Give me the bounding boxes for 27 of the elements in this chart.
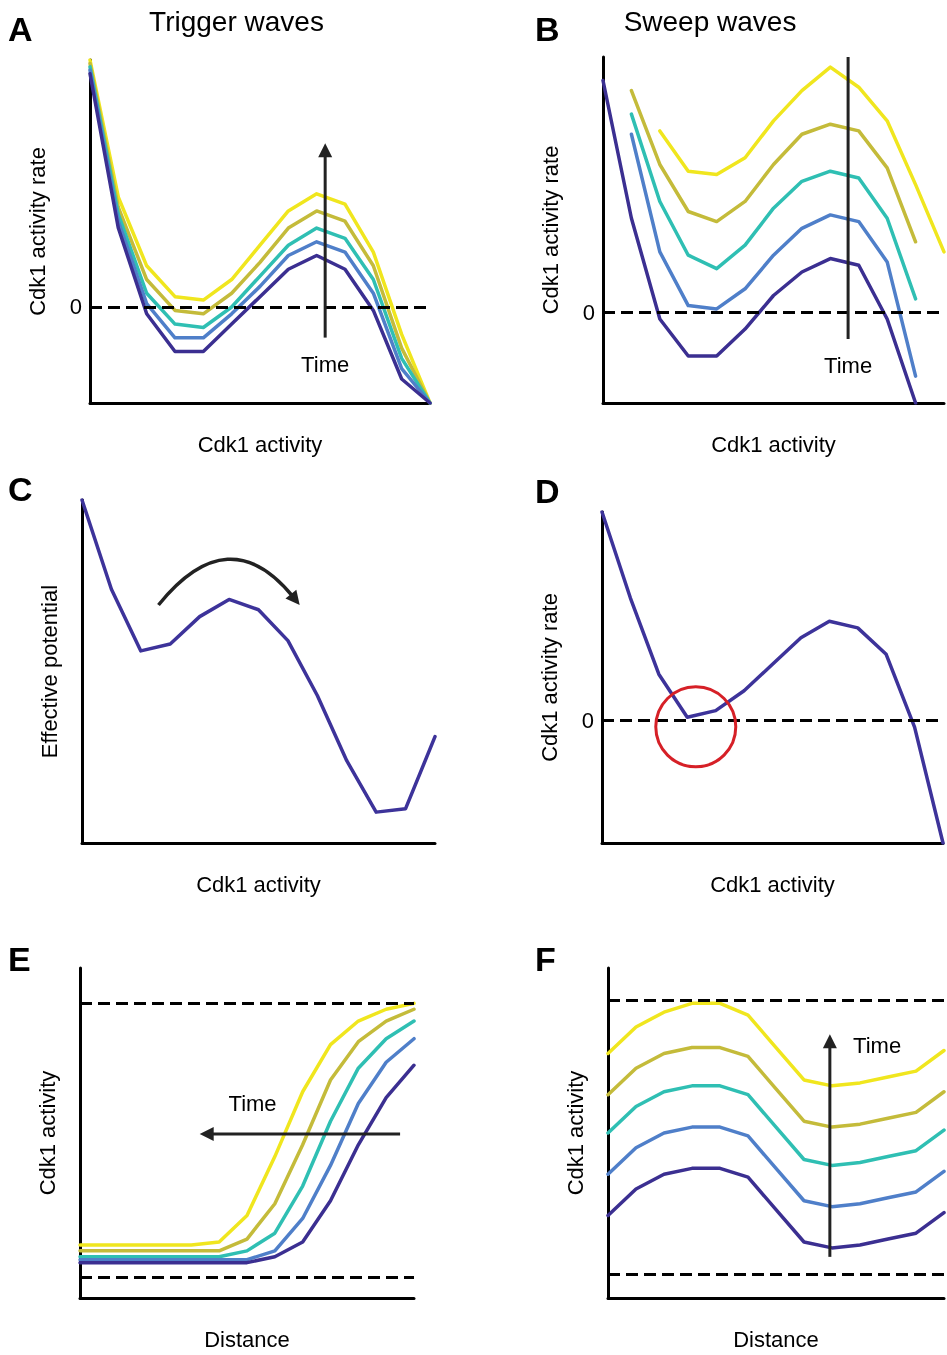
y-axis-title: Cdk1 activity [562, 1070, 588, 1196]
x-axis-title: Cdk1 activity [711, 431, 836, 457]
y-axis-title: Cdk1 activity [34, 1070, 60, 1196]
text: E [8, 940, 31, 979]
ref-line-label: 0 [582, 299, 595, 325]
y-axis-title: Cdk1 activity rate [536, 593, 562, 762]
x-axis-title: Distance [733, 1326, 819, 1352]
y-axis-title: Cdk1 activity rate [24, 147, 50, 316]
text: D [535, 472, 560, 511]
x-axis-title: Cdk1 activity [197, 431, 323, 457]
text: B [535, 10, 560, 49]
x-axis-title: Cdk1 activity [710, 871, 835, 897]
text: A [8, 10, 33, 49]
annotation: Time [853, 1033, 902, 1059]
text: C [8, 470, 33, 509]
ref-line-label: 0 [581, 708, 594, 734]
chart-title: Trigger waves [149, 5, 324, 37]
x-axis-title: Distance [204, 1326, 290, 1352]
annotation: Time [228, 1091, 277, 1117]
annotation: Time [824, 353, 873, 379]
ref-line-label: 0 [69, 294, 82, 320]
annotation: Time [301, 352, 350, 378]
chart-title: Sweep waves [623, 5, 797, 37]
y-axis-title: Effective potential [36, 584, 62, 759]
text: F [535, 940, 556, 979]
y-axis-title: Cdk1 activity rate [537, 145, 563, 315]
x-axis-title: Cdk1 activity [196, 871, 321, 897]
